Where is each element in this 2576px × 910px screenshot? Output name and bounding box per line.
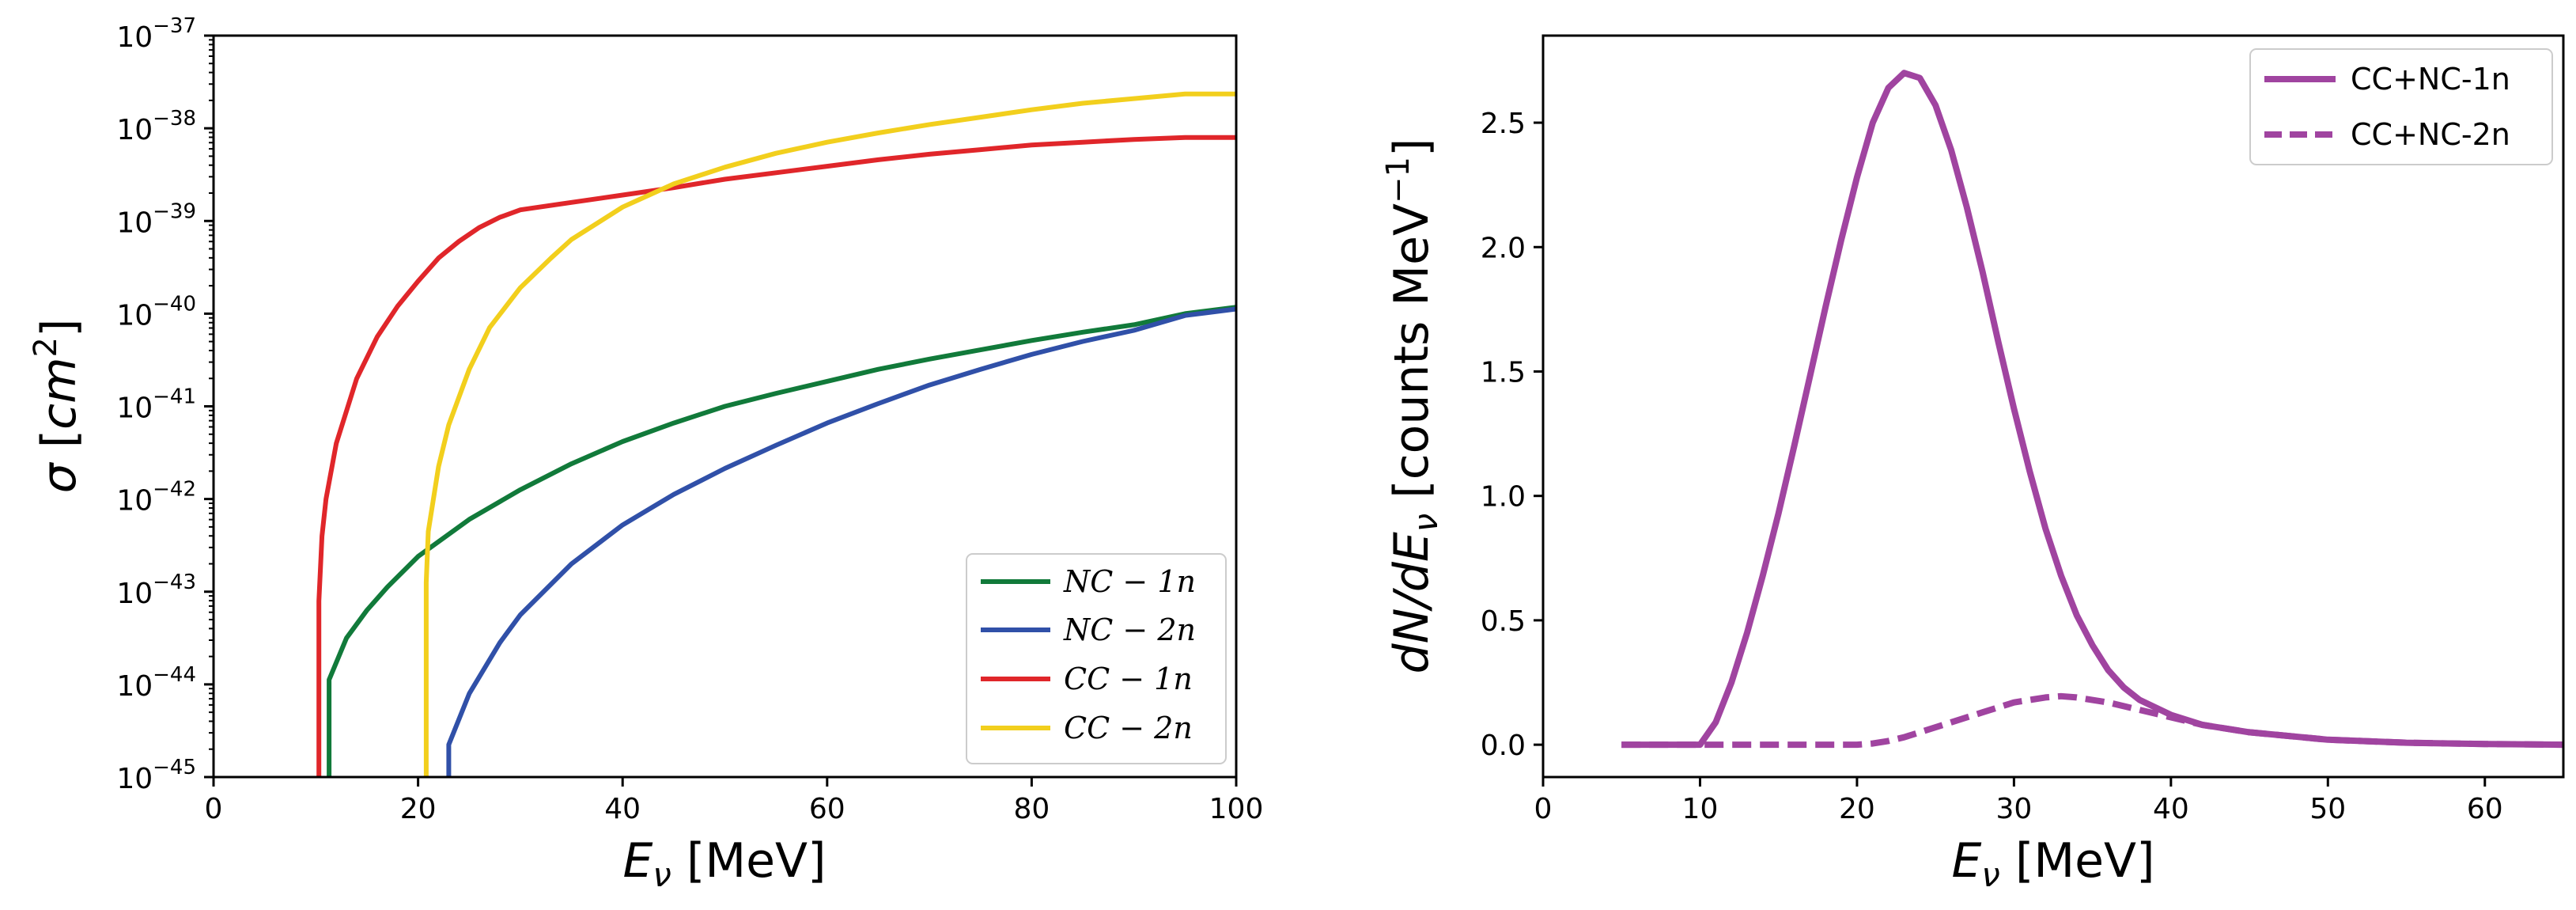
right-x-axis-label: Eν [MeV] xyxy=(1951,833,2154,894)
left-x-tick-label: 100 xyxy=(1209,793,1264,825)
right-series-group xyxy=(1621,70,2564,749)
series-line-cc-1n xyxy=(316,135,1236,777)
series-line-cc-nc-1n xyxy=(1621,70,2564,749)
left-x-axis-label: Eν [MeV] xyxy=(622,833,826,894)
right-x-ticks: 0 10 20 30 40 50 60 xyxy=(1534,777,2503,825)
left-x-tick-label: 60 xyxy=(809,793,845,825)
right-x-tick-label: 10 xyxy=(1682,793,1719,825)
legend-label-cc-1n: CC − 1n xyxy=(1064,662,1193,696)
left-y-tick-label: 10−44 xyxy=(116,663,196,703)
right-y-tick-label: 0.5 xyxy=(1481,605,1526,638)
right-y-tick-label: 1.0 xyxy=(1481,481,1526,514)
left-series-group xyxy=(316,91,1237,777)
right-y-tick-label: 2.5 xyxy=(1481,108,1526,140)
left-y-tick-label: 10−43 xyxy=(116,571,196,610)
left-chart: 0 20 40 60 80 100 10−4510−4410−4310−4210−4110… xyxy=(28,14,1263,894)
series-line-nc-2n xyxy=(446,306,1237,777)
left-y-tick-label: 10−38 xyxy=(116,107,196,146)
right-legend: CC+NC-1n CC+NC-2n xyxy=(2249,48,2553,165)
left-x-tick-label: 0 xyxy=(205,793,223,825)
series-line-nc-1n xyxy=(327,305,1237,777)
right-x-tick-label: 20 xyxy=(1839,793,1875,825)
right-y-tick-label: 1.5 xyxy=(1481,356,1526,389)
right-y-tick-label: 2.0 xyxy=(1481,232,1526,264)
right-x-tick-label: 60 xyxy=(2467,793,2503,825)
left-y-ticks: 10−45 10−44 10−43 10−42 10−41 10−40 10−39 10−38… xyxy=(116,14,214,795)
legend-label-cc-nc-1n: CC+NC-1n xyxy=(2351,62,2510,97)
left-legend-box xyxy=(966,553,1227,764)
left-y-tick-label: 10−42 xyxy=(116,478,196,518)
right-x-tick-label: 0 xyxy=(1534,793,1553,825)
left-x-tick-label: 80 xyxy=(1013,793,1050,825)
legend-label-nc-1n: NC − 1n xyxy=(1063,564,1196,599)
left-x-ticks: 0 20 40 60 80 100 xyxy=(205,777,1264,825)
left-x-tick-label: 40 xyxy=(604,793,641,825)
legend-label-nc-2n: NC − 2n xyxy=(1063,612,1196,647)
right-plot-frame xyxy=(1541,34,2565,779)
legend-label-cc-2n: CC − 2n xyxy=(1064,711,1193,745)
left-legend: NC − 1n NC − 2n CC − 1n CC − 2n xyxy=(966,553,1227,764)
right-y-ticks: 0.0 0.5 1.0 1.5 2.0 2.5 xyxy=(1481,108,1543,762)
left-x-tick-label: 20 xyxy=(400,793,437,825)
right-chart: 0 10 20 30 40 50 60 0.0 0.5 1.0 1.5 2.0 2.5 Eν [MeV… xyxy=(1380,34,2565,894)
left-y-tick-label: 10−39 xyxy=(116,199,196,239)
right-y-tick-label: 0.0 xyxy=(1481,730,1526,762)
left-y-axis-label: σ [cm2] xyxy=(28,319,87,494)
left-y-tick-label: 10−45 xyxy=(116,756,196,795)
series-line-cc-2n xyxy=(423,91,1236,777)
left-y-tick-label: 10−41 xyxy=(116,385,196,425)
left-y-tick-label: 10−37 xyxy=(116,14,196,54)
right-x-tick-label: 50 xyxy=(2309,793,2346,825)
right-x-tick-label: 40 xyxy=(2153,793,2189,825)
series-line-cc-nc-2n xyxy=(1621,692,2564,749)
legend-label-cc-nc-2n: CC+NC-2n xyxy=(2351,117,2510,152)
left-y-tick-label: 10−40 xyxy=(116,292,196,332)
right-x-tick-label: 30 xyxy=(1995,793,2032,825)
right-y-axis-label: dN/dEν [counts MeV−1] xyxy=(1380,138,1445,674)
